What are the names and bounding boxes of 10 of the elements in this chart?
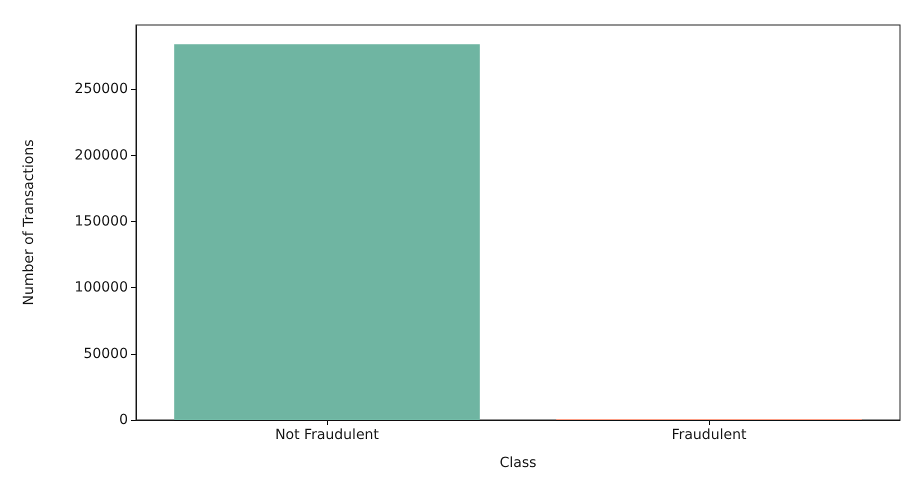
x-tick-label: Fraudulent (672, 427, 747, 443)
x-axis-title: Class (500, 455, 536, 471)
y-tick-label: 150000 (74, 214, 128, 230)
y-tick-label: 250000 (74, 81, 128, 98)
y-tick-label: 100000 (74, 280, 128, 296)
y-axis-title: Number of Transactions (21, 139, 37, 306)
x-tick-label: Not Fraudulent (275, 427, 380, 443)
y-tick-label: 50000 (83, 346, 128, 362)
y-tick-label: 0 (119, 412, 128, 428)
y-tick-label: 200000 (74, 147, 128, 164)
